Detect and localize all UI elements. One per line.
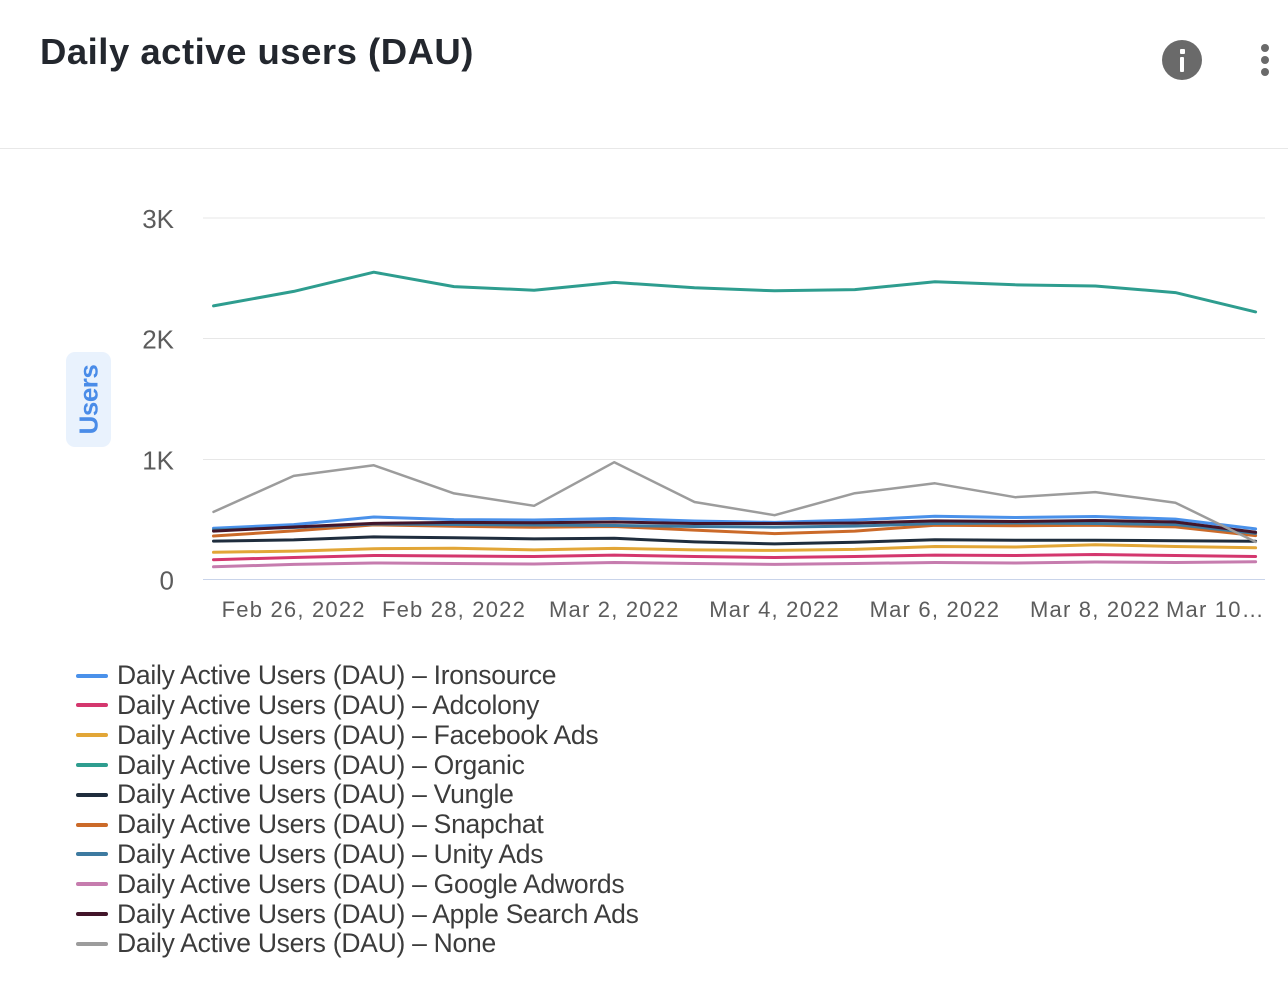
svg-text:0: 0 bbox=[160, 566, 174, 596]
svg-text:Mar 10…: Mar 10… bbox=[1166, 597, 1265, 622]
svg-text:3K: 3K bbox=[142, 204, 174, 234]
svg-text:1K: 1K bbox=[142, 446, 174, 476]
svg-text:Feb 26, 2022: Feb 26, 2022 bbox=[222, 597, 366, 622]
svg-text:Mar 8, 2022: Mar 8, 2022 bbox=[1030, 597, 1161, 622]
svg-text:Mar 6, 2022: Mar 6, 2022 bbox=[870, 597, 1001, 622]
svg-text:Mar 4, 2022: Mar 4, 2022 bbox=[709, 597, 840, 622]
svg-text:2K: 2K bbox=[142, 325, 174, 355]
svg-text:Feb 28, 2022: Feb 28, 2022 bbox=[382, 597, 526, 622]
svg-text:Mar 2, 2022: Mar 2, 2022 bbox=[549, 597, 680, 622]
